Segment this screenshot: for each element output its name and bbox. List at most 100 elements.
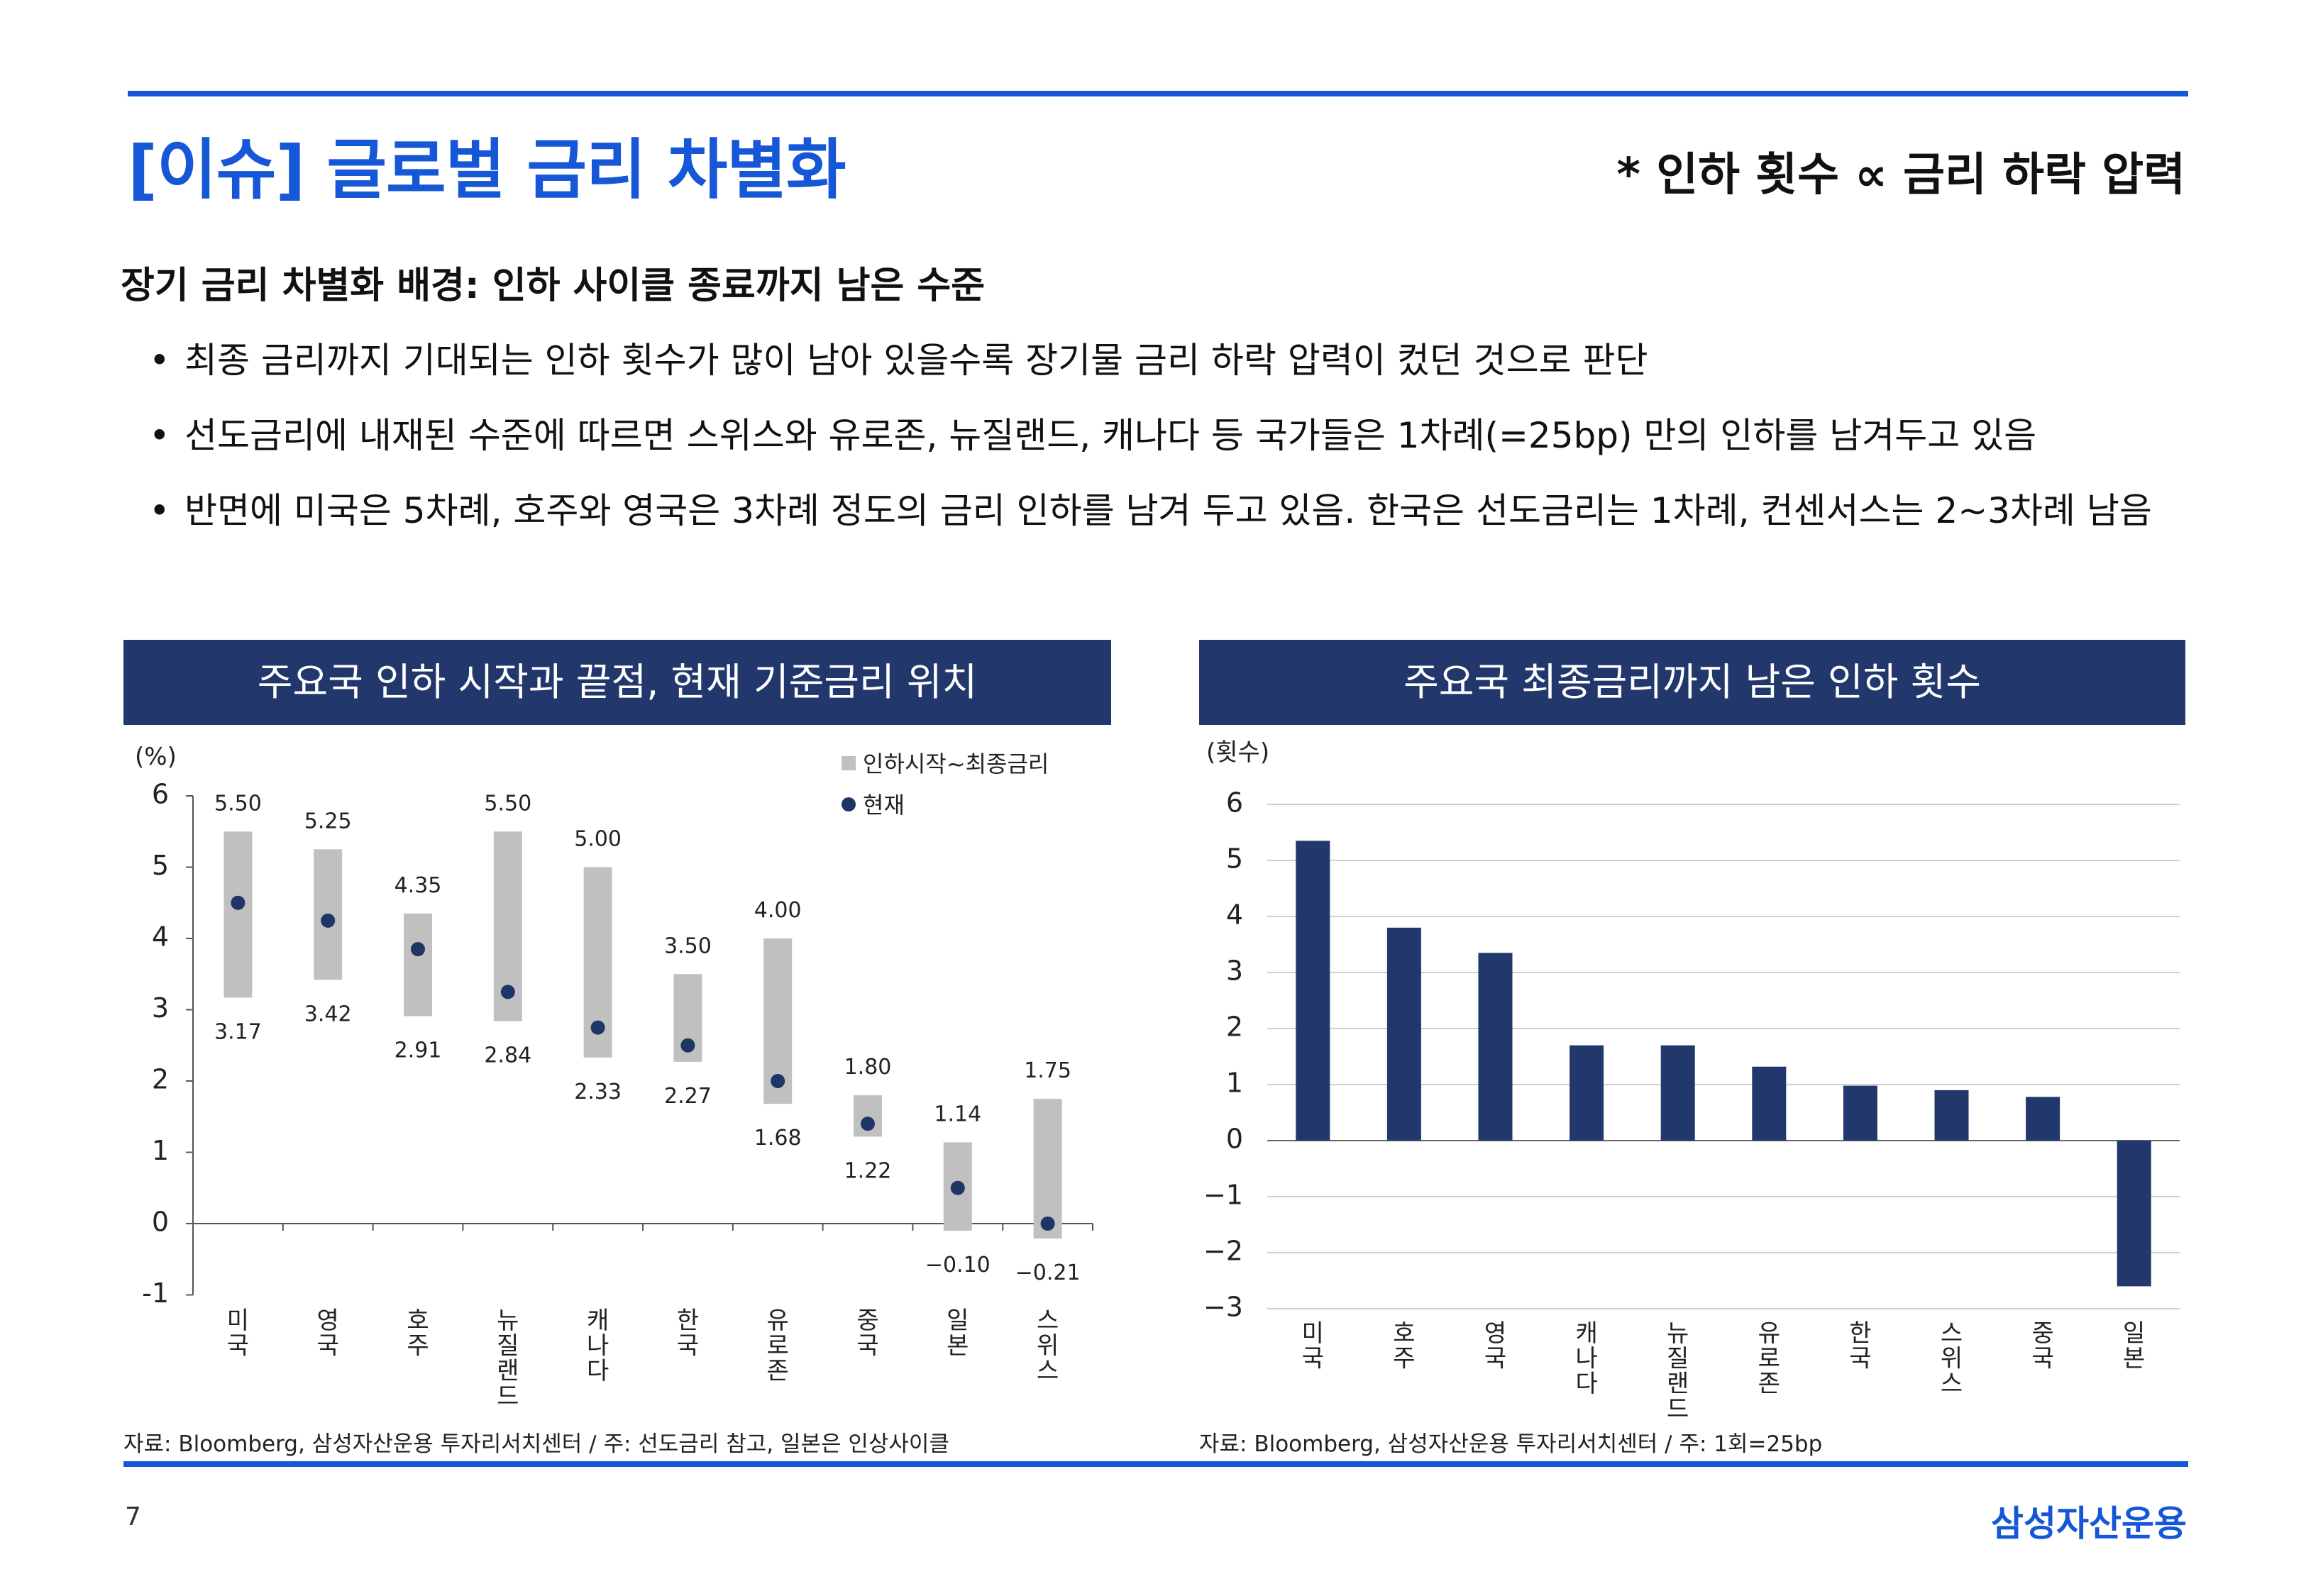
count-bar [1843,1085,1877,1141]
range-start-label: 3.50 [664,933,712,958]
x-category-label-char: 드 [1667,1395,1689,1424]
x-category-label-char: 뉴 [497,1307,519,1335]
current-rate-dot [771,1074,785,1088]
legend-dot-label: 현재 [863,792,905,819]
current-rate-dot [411,942,425,957]
bullet-list: • 최종 금리까지 기대되는 인하 횟수가 많이 남아 있을수록 장기물 금리 하… [149,323,2207,548]
x-category-label-char: 랜 [1667,1370,1689,1398]
range-end-label: 2.27 [664,1084,712,1109]
y-tick-label: −2 [1203,1236,1243,1267]
x-category-label-char: 다 [587,1357,609,1385]
x-category-label-char: 위 [1037,1331,1059,1360]
range-end-label: 2.91 [395,1038,442,1063]
current-rate-dot [500,985,515,999]
current-rate-dot [950,1180,965,1195]
bullet-text: 최종 금리까지 기대되는 인하 횟수가 많이 남아 있을수록 장기물 금리 하락… [184,340,1648,381]
y-axis-unit-label: (%) [135,743,177,771]
x-category-label-char: 유 [1758,1319,1780,1348]
range-start-label: 4.00 [754,898,802,923]
legend-range-swatch [842,756,856,770]
bullet-symbol: • [149,490,170,531]
x-category-label-char: 한 [1849,1319,1871,1348]
x-category-label-char: 주 [407,1331,429,1360]
y-axis-unit-label: (횟수) [1206,738,1269,767]
x-category-label: 뉴질랜드 [1667,1319,1689,1424]
x-category-label-char: 다 [1575,1370,1597,1398]
x-category-label-char: 중 [856,1307,878,1335]
right-panel-title: 주요국 최종금리까지 남은 인하 횟수 [1199,640,2185,725]
x-category-label-char: 스 [1037,1307,1059,1335]
x-category-label: 유로존 [767,1307,789,1385]
bullet-item: • 선도금리에 내재된 수준에 따르면 스위스와 유로존, 뉴질랜드, 캐나다 등… [149,398,2207,473]
x-category-label-char: 국 [1849,1344,1871,1373]
x-category-label: 영국 [317,1307,339,1361]
count-bar-chart: (횟수)−3−2−10123456미국호주영국캐나다뉴질랜드유로존한국스위스중국… [1203,738,2180,1424]
x-category-label-char: 랜 [497,1357,519,1385]
x-category-label-char: 미 [227,1307,249,1335]
range-start-label: 5.50 [484,791,531,816]
range-start-label: 1.80 [844,1055,892,1080]
range-start-label: 4.35 [395,873,442,898]
x-category-label-char: 질 [1667,1344,1689,1373]
x-category-label: 한국 [677,1307,699,1361]
current-rate-dot [590,1020,605,1035]
range-bar [1033,1099,1062,1239]
x-category-label-char: 국 [677,1331,699,1360]
y-tick-label: 5 [152,850,169,881]
range-start-label: 1.75 [1024,1058,1071,1083]
y-tick-label: 3 [1226,955,1243,987]
y-tick-label: 0 [1226,1124,1243,1155]
count-bar [2117,1141,2151,1287]
y-tick-label: −3 [1203,1292,1243,1323]
x-category-label-char: 일 [2123,1319,2145,1348]
x-category-label-char: 국 [2031,1344,2053,1373]
x-category-label-char: 미 [1302,1319,1324,1348]
x-category-label-char: 주 [1393,1344,1415,1373]
bullet-symbol: • [149,340,170,381]
count-bar [1296,841,1330,1141]
y-tick-label: 1 [152,1135,169,1166]
x-category-label-char: 일 [947,1307,969,1335]
x-category-label: 호주 [407,1307,429,1361]
count-bar [1386,927,1421,1141]
x-category-label-char: 스 [1941,1319,1963,1348]
section-subtitle: 장기 금리 차별화 배경: 인하 사이클 종료까지 남은 수준 [121,265,986,307]
page-title: [이슈] 글로벌 금리 차별화 [128,132,846,208]
range-start-label: 5.50 [214,791,262,816]
x-category-label-char: 국 [856,1331,878,1360]
range-end-label: 2.84 [484,1043,531,1068]
bullet-item: • 최종 금리까지 기대되는 인하 횟수가 많이 남아 있을수록 장기물 금리 하… [149,323,2207,398]
x-category-label-char: 스 [1941,1370,1963,1398]
x-category-label: 영국 [1484,1319,1506,1373]
count-bar [1569,1045,1604,1141]
current-rate-dot [231,895,246,910]
x-category-label-char: 국 [1302,1344,1324,1373]
x-category-label-char: 본 [947,1331,969,1360]
current-rate-dot [321,913,336,928]
x-category-label-char: 호 [407,1307,429,1335]
x-category-label-char: 영 [1484,1319,1506,1348]
count-bar [1478,953,1513,1141]
current-rate-dot [861,1116,875,1131]
range-end-label: 1.22 [844,1158,892,1183]
x-category-label: 중국 [2031,1319,2053,1373]
x-category-label-char: 질 [497,1331,519,1360]
count-bar [2026,1097,2060,1141]
current-rate-dot [1040,1217,1055,1231]
x-category-label-char: 유 [767,1307,789,1335]
x-category-label: 미국 [227,1307,249,1361]
range-end-label: −0.21 [1015,1260,1081,1285]
left-source-note: 자료: Bloomberg, 삼성자산운용 투자리서치센터 / 주: 선도금리 … [123,1431,949,1457]
range-end-label: −0.10 [925,1253,991,1278]
bullet-text: 반면에 미국은 5차례, 호주와 영국은 3차례 정도의 금리 인하를 남겨 두… [184,490,2152,531]
x-category-label-char: 한 [677,1307,699,1335]
bullet-symbol: • [149,415,170,456]
x-category-label-char: 존 [1758,1370,1780,1398]
y-tick-label: 0 [152,1207,169,1238]
range-bar [404,913,432,1016]
y-tick-label: -1 [142,1278,169,1309]
x-category-label-char: 캐 [587,1307,609,1335]
bottom-divider [123,1461,2188,1467]
count-bar [1934,1090,1969,1141]
